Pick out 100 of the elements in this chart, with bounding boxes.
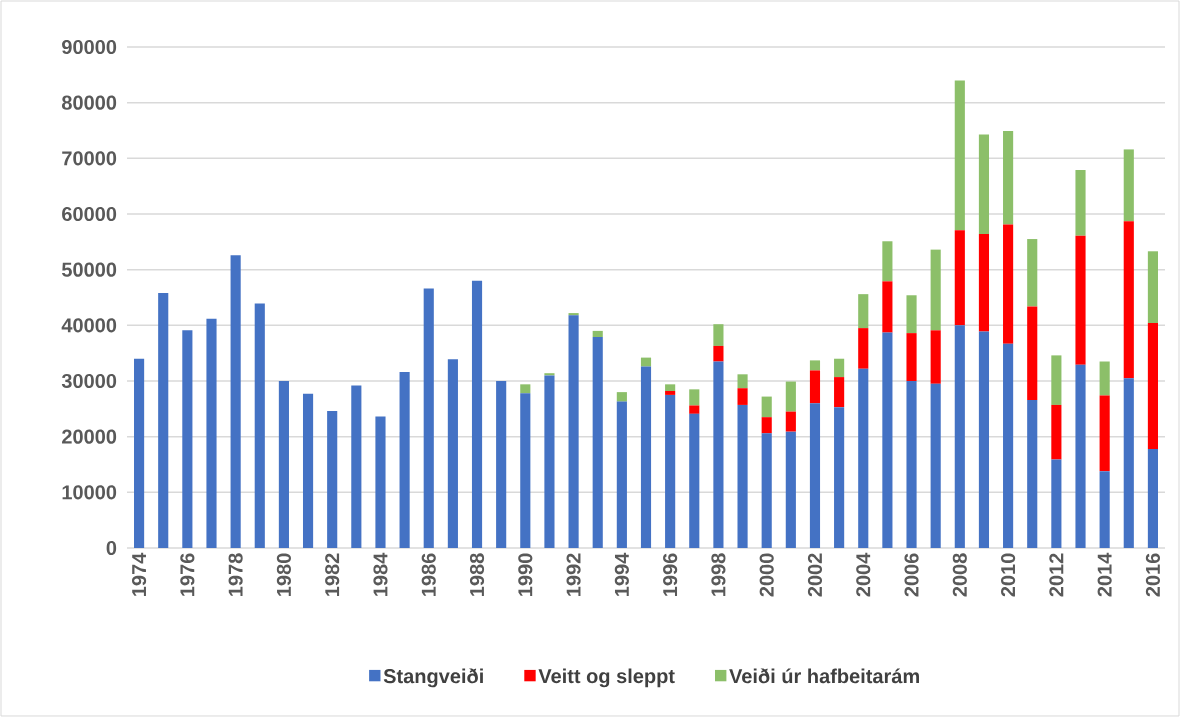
- bar: [689, 405, 700, 414]
- bar: [544, 373, 555, 376]
- bar: [423, 288, 434, 548]
- legend-label: Stangveiði: [383, 668, 483, 688]
- bar: [954, 325, 965, 548]
- bar: [1027, 399, 1038, 548]
- bar: [761, 433, 772, 548]
- bar: [520, 384, 531, 394]
- bar: [471, 280, 483, 548]
- x-tick-label: 1994: [614, 552, 629, 596]
- y-tick-label: 0: [106, 540, 117, 556]
- x-tick-label: 1988: [469, 553, 485, 596]
- y-tick-label: 40000: [61, 318, 117, 333]
- x-tick-label: 1996: [663, 553, 678, 596]
- bar: [1147, 448, 1158, 548]
- x-tick-label: 2010: [1001, 553, 1016, 597]
- x-tick-label: 1976: [180, 553, 195, 596]
- bar: [134, 358, 145, 548]
- bar: [1003, 343, 1014, 548]
- bar: [182, 330, 193, 548]
- x-tick-label: 1990: [518, 553, 533, 596]
- bar: [737, 388, 748, 405]
- bar: [689, 413, 700, 548]
- bar: [906, 380, 917, 548]
- bar: [544, 375, 555, 548]
- x-tick-label: 2006: [904, 553, 919, 597]
- y-tick-label: 10000: [62, 485, 117, 500]
- bar: [1003, 131, 1014, 225]
- bar: [713, 361, 724, 548]
- bar: [447, 359, 458, 548]
- bar: [375, 416, 386, 548]
- x-tick-label: 1986: [421, 553, 436, 596]
- x-tick-label: 1974: [132, 552, 147, 596]
- bar: [1123, 149, 1134, 222]
- bar: [954, 80, 965, 231]
- bar: [302, 393, 314, 548]
- x-tick-label: 1980: [276, 553, 291, 596]
- bar: [640, 366, 652, 548]
- bar: [882, 281, 893, 333]
- bar: [1051, 459, 1062, 548]
- x-tick-label: 2012: [1049, 553, 1064, 597]
- bar: [351, 385, 362, 548]
- y-tick-label: 20000: [62, 429, 117, 444]
- bar: [1099, 361, 1110, 396]
- bar: [1051, 355, 1062, 405]
- bar: [616, 392, 627, 402]
- legend-label: Veiði úr hafbeitarám: [729, 668, 919, 684]
- bar: [665, 394, 676, 548]
- bar: [327, 411, 338, 548]
- bar: [1027, 306, 1038, 400]
- bar: [761, 417, 772, 434]
- bar: [978, 234, 990, 332]
- legend-label: Veitt og sleppt: [538, 668, 675, 688]
- bar: [1003, 224, 1014, 344]
- bar: [1123, 378, 1134, 548]
- bar: [206, 318, 217, 548]
- bar: [954, 230, 965, 326]
- bar: [1099, 395, 1110, 472]
- bar: [665, 391, 676, 395]
- bar: [568, 315, 579, 548]
- bar: [1075, 364, 1086, 548]
- bar: [713, 345, 724, 362]
- bar: [978, 134, 990, 235]
- x-tick-label: 1984: [373, 552, 388, 596]
- bar: [592, 330, 603, 338]
- bar: [930, 330, 941, 384]
- y-tick-label: 60000: [62, 206, 117, 222]
- bar: [1123, 221, 1134, 379]
- bar: [930, 249, 941, 331]
- x-tick-label: 1978: [228, 553, 243, 596]
- bar: [737, 404, 748, 548]
- bar: [1147, 251, 1158, 324]
- bar: [809, 370, 821, 404]
- bar: [230, 255, 241, 548]
- bar: [809, 360, 821, 371]
- x-tick-label: 1982: [325, 553, 340, 596]
- bar: [737, 374, 748, 389]
- y-tick-label: 70000: [62, 151, 117, 166]
- x-tick-label: 2008: [952, 553, 967, 597]
- bar: [1075, 235, 1086, 365]
- bar: [858, 368, 869, 548]
- bar: [809, 403, 821, 548]
- x-tick-label: 2016: [1145, 553, 1160, 597]
- bar: [761, 396, 772, 418]
- bar: [399, 372, 410, 548]
- y-tick-label: 30000: [61, 373, 117, 389]
- bar: [834, 358, 845, 378]
- x-tick-label: 2002: [807, 553, 823, 597]
- bar: [834, 377, 845, 408]
- bar: [592, 337, 603, 548]
- bar: [1051, 404, 1062, 460]
- bar: [616, 401, 627, 548]
- bar: [858, 294, 869, 329]
- bar: [1075, 170, 1086, 236]
- bar: [785, 411, 796, 432]
- x-tick-label: 2000: [759, 553, 774, 597]
- bar: [882, 332, 893, 548]
- bar: [520, 393, 531, 548]
- bar: [713, 324, 724, 346]
- bar: [158, 293, 169, 548]
